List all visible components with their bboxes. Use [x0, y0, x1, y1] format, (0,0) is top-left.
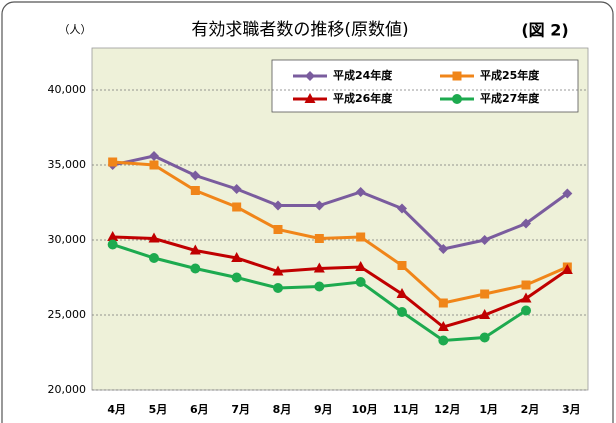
chart-title: 有効求職者数の推移(原数値) — [191, 20, 408, 40]
marker — [190, 186, 200, 195]
x-tick-label: 5月 — [149, 403, 168, 416]
marker — [148, 232, 160, 243]
marker — [231, 272, 242, 283]
marker — [107, 231, 119, 241]
x-tick-label: 4月 — [107, 403, 126, 416]
marker — [149, 160, 159, 170]
marker — [438, 298, 448, 308]
marker — [231, 184, 242, 194]
marker — [355, 277, 366, 287]
marker — [272, 265, 284, 276]
marker — [355, 261, 367, 271]
marker — [521, 305, 531, 316]
marker — [562, 188, 573, 199]
marker — [479, 332, 490, 343]
x-tick-label: 7月 — [231, 403, 250, 416]
y-tick-label: 40,000 — [48, 83, 87, 96]
x-tick-label: 8月 — [273, 403, 292, 416]
figure-label: (図 2) — [521, 21, 568, 40]
marker — [314, 281, 325, 292]
marker — [521, 280, 531, 290]
marker — [479, 309, 491, 319]
marker — [437, 321, 449, 331]
marker — [356, 232, 366, 242]
marker — [521, 218, 531, 229]
marker — [397, 203, 407, 214]
legend-marker — [304, 93, 316, 103]
marker — [396, 288, 408, 298]
marker — [108, 157, 118, 167]
marker — [313, 262, 325, 273]
marker — [189, 244, 201, 255]
y-tick-label: 25,000 — [48, 308, 87, 321]
marker — [561, 264, 573, 274]
legend-marker — [452, 71, 462, 81]
marker — [149, 253, 159, 263]
marker — [397, 261, 407, 270]
series-line — [112, 235, 569, 329]
marker — [480, 289, 490, 299]
x-tick-label: 2月 — [521, 403, 540, 416]
marker — [479, 235, 490, 245]
legend-label: 平成24年度 — [333, 68, 393, 82]
marker — [231, 252, 243, 262]
marker — [314, 234, 324, 243]
marker — [314, 200, 325, 211]
marker — [273, 200, 283, 211]
x-tick-label: 12月 — [434, 403, 460, 416]
x-tick-label: 6月 — [190, 403, 209, 416]
marker — [232, 202, 242, 212]
legend-label: 平成25年度 — [480, 68, 540, 82]
marker — [397, 307, 407, 317]
marker — [107, 239, 118, 250]
series-line — [112, 154, 569, 251]
marker — [273, 283, 283, 293]
marker — [190, 170, 201, 181]
y-tick-label: 20,000 — [48, 383, 87, 396]
y-tick-label: 30,000 — [48, 233, 87, 246]
marker — [355, 187, 366, 197]
marker — [149, 151, 159, 161]
legend-marker — [452, 94, 462, 104]
unit-label: （人） — [59, 23, 92, 36]
x-tick-label: 11月 — [393, 403, 419, 416]
x-tick-label: 10月 — [352, 403, 378, 416]
legend-label: 平成26年度 — [333, 91, 393, 105]
marker — [438, 244, 449, 254]
legend-box — [271, 59, 579, 113]
legend-label: 平成27年度 — [480, 91, 540, 105]
x-tick-label: 3月 — [562, 403, 581, 416]
x-tick-label: 9月 — [314, 403, 333, 416]
series-line — [112, 160, 568, 305]
x-tick-label: 1月 — [479, 403, 498, 416]
y-tick-label: 35,000 — [48, 158, 87, 171]
marker — [520, 292, 532, 303]
legend-marker — [305, 71, 315, 81]
marker — [190, 263, 201, 274]
marker — [273, 225, 283, 234]
marker — [438, 335, 449, 346]
